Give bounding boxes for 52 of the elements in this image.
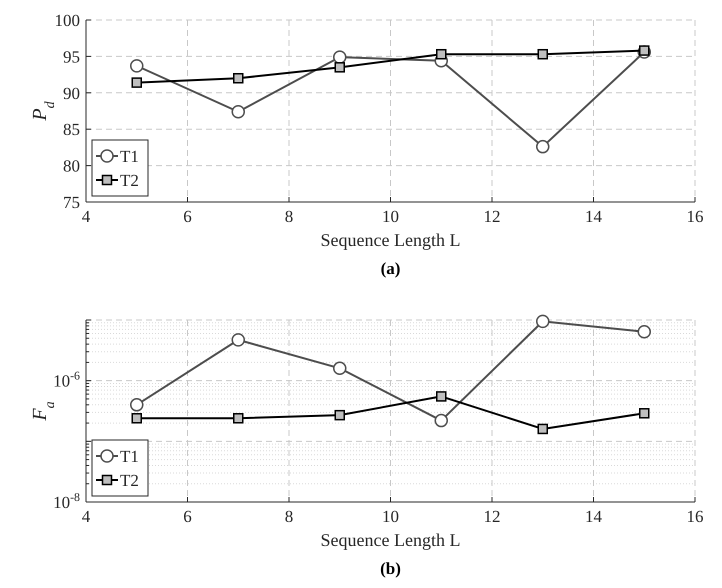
x-tick-label: 10: [382, 207, 399, 226]
point: [232, 333, 245, 347]
point: [233, 413, 244, 424]
y-tick-label: 90: [63, 84, 80, 103]
point: [538, 424, 548, 434]
point: [132, 413, 142, 424]
x-tick-label: 12: [484, 207, 500, 226]
point: [434, 414, 448, 428]
point: [538, 48, 548, 60]
point: [436, 48, 446, 60]
y-tick-label: 80: [63, 156, 80, 176]
point: [639, 45, 650, 56]
x-tick-label: 14: [585, 207, 602, 226]
point: [536, 140, 550, 154]
point: [333, 50, 346, 64]
legend-label: T2: [120, 471, 139, 490]
point: [232, 104, 245, 118]
x-tick-label: 10: [382, 507, 399, 526]
x-tick-label: 8: [284, 507, 294, 526]
point: [132, 77, 142, 88]
legend-label: T1: [120, 447, 139, 466]
y-tick-label: 85: [63, 120, 80, 140]
point: [638, 325, 651, 339]
point: [130, 398, 144, 412]
x-tick-label: 14: [585, 507, 602, 526]
point: [233, 72, 244, 84]
y-tick-label: 10$^{-6}$: [53, 368, 80, 391]
x-axis-title: Sequence Length L: [320, 230, 460, 250]
x-tick-label: 4: [82, 207, 91, 226]
point: [334, 62, 345, 73]
x-tick-label: 12: [484, 507, 500, 526]
legend-label: T2: [120, 171, 139, 190]
text: (a): [380, 259, 400, 278]
y-tick-label: 75: [63, 193, 80, 212]
point: [130, 59, 144, 73]
x-tick-label: 8: [284, 207, 294, 226]
point: [639, 408, 650, 419]
x-tick-label: 16: [686, 507, 704, 526]
x-tick-label: 4: [82, 507, 91, 526]
point: [536, 314, 550, 328]
point: [436, 391, 446, 402]
x-tick-label: 6: [183, 507, 192, 526]
point: [333, 362, 346, 376]
x-tick-label: 16: [686, 207, 704, 226]
point: [334, 410, 345, 420]
legend-label: T1: [120, 147, 139, 166]
y-tick-label: 100: [54, 11, 80, 30]
y-tick-label: 10$^{-8}$: [53, 490, 80, 512]
x-tick-label: 6: [183, 207, 192, 226]
text: (b): [380, 559, 401, 578]
x-axis-title: Sequence Length L: [320, 530, 460, 550]
y-tick-label: 95: [63, 47, 80, 66]
